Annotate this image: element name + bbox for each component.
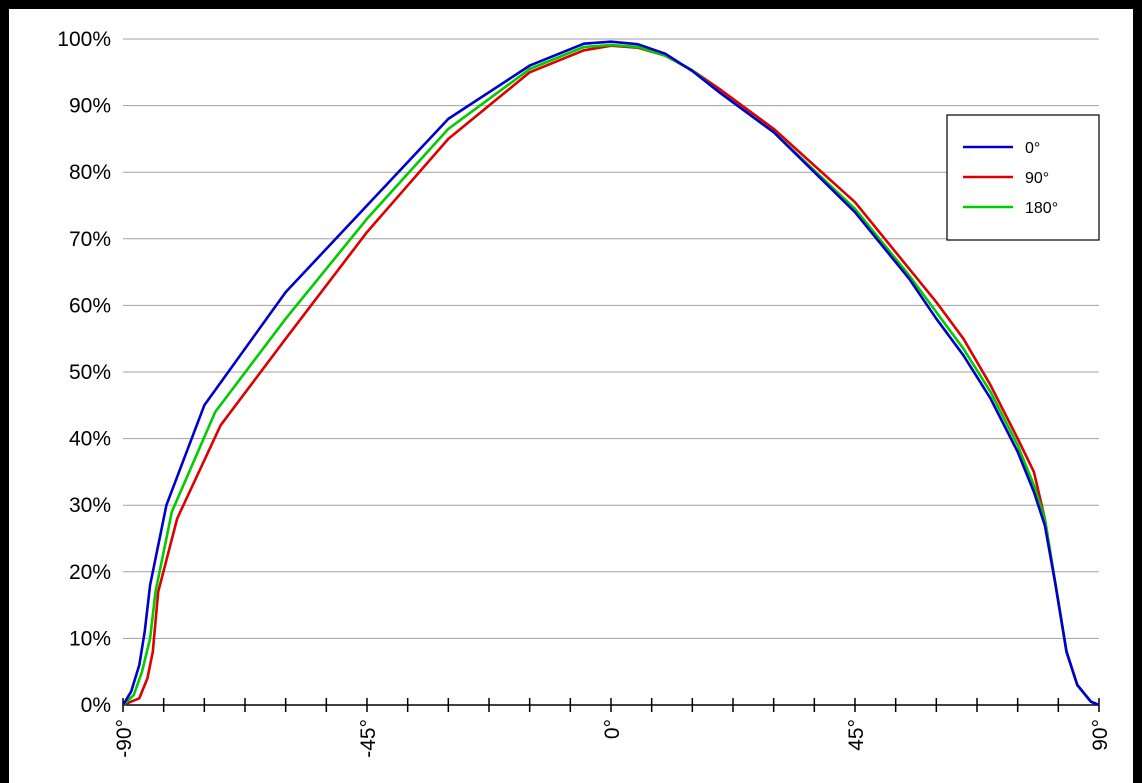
angular-profile-chart: 0% 10% 20% 30% 40% 50% 60% 70% 80% 90% 100% -90° -4… [9, 9, 1133, 783]
x-tick-label: 45° [845, 719, 868, 751]
x-tick-label: 0° [601, 719, 624, 739]
x-tick-label: -90° [113, 719, 136, 758]
legend-label: 90° [1025, 170, 1049, 187]
y-tick-label: 0% [81, 694, 111, 717]
y-tick-label: 10% [69, 627, 111, 650]
y-tick-label: 20% [69, 561, 111, 584]
y-tick-label: 70% [69, 228, 111, 251]
legend: 0° 90° 180° [946, 114, 1100, 241]
y-tick-label: 80% [69, 161, 111, 184]
legend-label: 0° [1025, 140, 1040, 157]
series-line-0 [121, 40, 1100, 707]
y-tick-labels: 0% 10% 20% 30% 40% 50% 60% 70% 80% 90% 100% [57, 28, 111, 717]
y-tick-label: 30% [69, 494, 111, 517]
y-tick-label: 40% [69, 428, 111, 451]
gridlines [123, 38, 1099, 706]
axes [122, 698, 1100, 712]
legend-label: 180° [1025, 200, 1058, 217]
series-lines [121, 40, 1100, 707]
x-tick-labels: -90° -45° 0° 45° 90° [113, 719, 1112, 758]
y-tick-label: 100% [57, 28, 111, 51]
y-tick-label: 50% [69, 361, 111, 384]
y-tick-label: 60% [69, 294, 111, 317]
x-tick-label: -45° [357, 719, 380, 758]
x-tick-label: 90° [1089, 719, 1112, 751]
y-tick-label: 90% [69, 95, 111, 118]
